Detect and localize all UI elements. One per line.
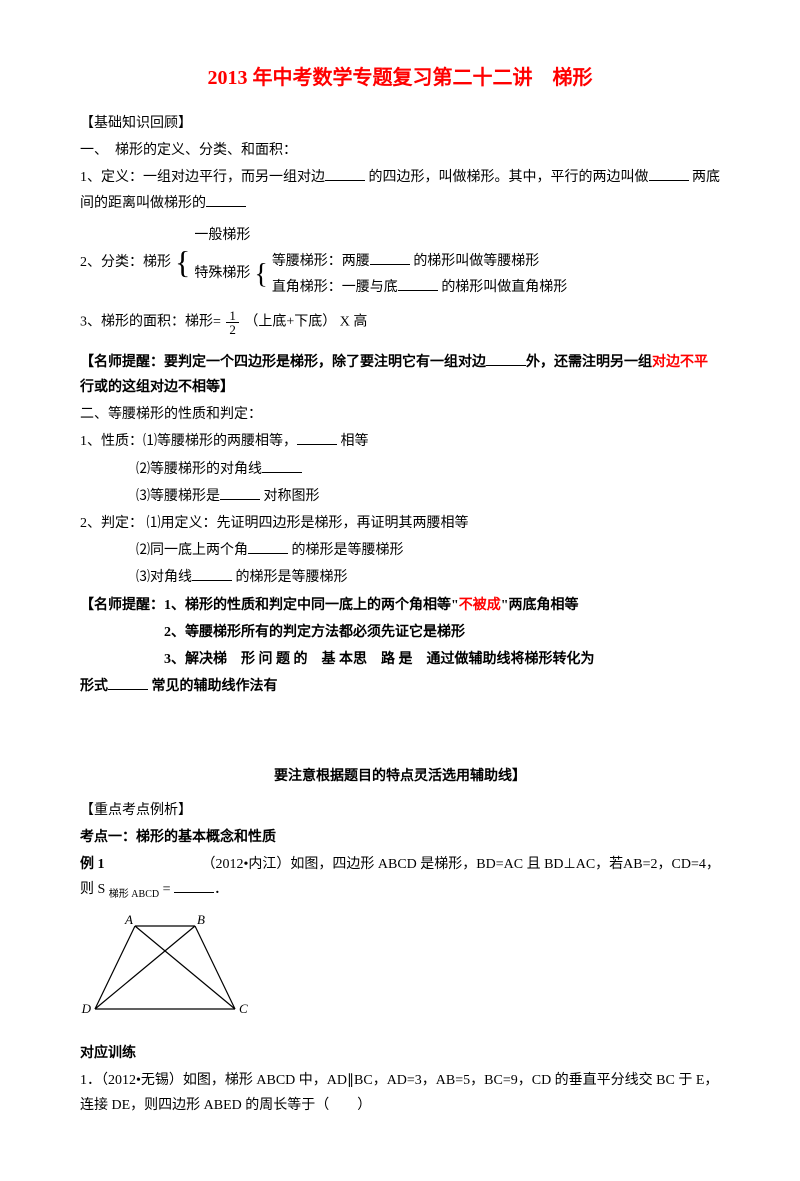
- t2-1red: 不被成: [459, 598, 501, 613]
- blank: [649, 166, 689, 181]
- t2-4a: 形式: [80, 679, 108, 694]
- judge-1: 2、判定： ⑴用定义：先证明四边形是梯形，再证明其两腰相等: [80, 511, 720, 536]
- def-b: 的四边形，叫做梯形。其中，平行的两边叫做: [365, 170, 649, 185]
- blank: [174, 878, 214, 893]
- ex1-label: 例 1: [80, 857, 105, 872]
- tip1-red: 对边不平: [652, 355, 708, 370]
- area-b: （上底+下底） X 高: [244, 315, 367, 330]
- judge-3: ⑶对角线 的梯形是等腰梯形: [80, 565, 720, 590]
- ex1-c: ．: [214, 882, 228, 897]
- ex1-sub: 梯形 ABCD: [109, 889, 159, 900]
- j2b: 的梯形是等腰梯形: [288, 543, 404, 558]
- p2: ⑵等腰梯形的对角线: [136, 462, 262, 477]
- def-a: 1、定义：一组对边平行，而另一组对边: [80, 170, 325, 185]
- area-a: 3、梯形的面积：梯形=: [80, 315, 221, 330]
- page-title: 2013 年中考数学专题复习第二十二讲 梯形: [80, 60, 720, 96]
- rt-a: 直角梯形：一腰与底: [272, 280, 398, 295]
- svg-text:C: C: [239, 1001, 248, 1016]
- t2-1b: "两底角相等: [501, 598, 579, 613]
- tip1-a: 【名师提醒：要判定一个四边形是梯形，除了要注明它有一组对边: [80, 355, 486, 370]
- p3b: 对称图形: [260, 489, 320, 504]
- prop-2: ⑵等腰梯形的对角线: [80, 457, 720, 482]
- j2a: ⑵同一底上两个角: [136, 543, 248, 558]
- judge-2: ⑵同一底上两个角 的梯形是等腰梯形: [80, 538, 720, 563]
- blank: [220, 485, 260, 500]
- heading-key: 【重点考点例析】: [80, 798, 720, 823]
- prop-3: ⑶等腰梯形是 对称图形: [80, 484, 720, 509]
- blank: [262, 458, 302, 473]
- svg-text:D: D: [81, 1001, 92, 1016]
- blank: [206, 192, 246, 207]
- prop-1: 1、性质：⑴等腰梯形的两腰相等， 相等: [80, 429, 720, 454]
- svg-text:A: A: [124, 914, 133, 927]
- p1b: 相等: [337, 434, 369, 449]
- tip2-1: 【名师提醒：1、梯形的性质和判定中同一底上的两个角相等"不被成"两底角相等: [80, 593, 720, 618]
- trapezoid-svg: A B D C: [80, 914, 255, 1022]
- blank: [297, 430, 337, 445]
- iso-line: 等腰梯形：两腰 的梯形叫做等腰梯形: [272, 249, 568, 274]
- tip2-2: 2、等腰梯形所有的判定方法都必须先证它是梯形: [80, 620, 720, 645]
- section-1-heading: 一、 梯形的定义、分类、和面积：: [80, 138, 720, 163]
- opt-general: 一般梯形: [194, 224, 567, 248]
- j3a: ⑶对角线: [136, 570, 192, 585]
- centered-note: 要注意根据题目的特点灵活选用辅助线】: [80, 764, 720, 789]
- tip-1: 【名师提醒：要判定一个四边形是梯形，除了要注明它有一组对边 外，还需注明另一组对边…: [80, 350, 720, 400]
- j3b: 的梯形是等腰梯形: [232, 570, 348, 585]
- t2-1a: 【名师提醒：1、梯形的性质和判定中同一底上的两个角相等": [80, 598, 459, 613]
- blank: [486, 351, 526, 366]
- iso-a: 等腰梯形：两腰: [272, 254, 370, 269]
- tip2-4: 形式 常见的辅助线作法有: [80, 674, 720, 699]
- opt-special: 特殊梯形: [194, 263, 250, 285]
- right-line: 直角梯形：一腰与底 的梯形叫做直角梯形: [272, 275, 568, 300]
- tip1-c: 行或的这组对边不相等】: [80, 380, 234, 395]
- rt-b: 的梯形叫做直角梯形: [438, 280, 568, 295]
- heading-basic: 【基础知识回顾】: [80, 111, 720, 136]
- blank: [370, 250, 410, 265]
- brace-icon: {: [254, 261, 267, 289]
- fraction-half: 12: [226, 309, 239, 336]
- p3a: ⑶等腰梯形是: [136, 489, 220, 504]
- definition-line: 1、定义：一组对边平行，而另一组对边 的四边形，叫做梯形。其中，平行的两边叫做 …: [80, 165, 720, 215]
- classify-label: 2、分类：梯形: [80, 250, 171, 275]
- training-1: 1．（2012•无锡）如图，梯形 ABCD 中，AD∥BC，AD=3，AB=5，…: [80, 1068, 720, 1118]
- area-line: 3、梯形的面积：梯形= 12 （上底+下底） X 高: [80, 309, 720, 336]
- example-1: 例 1 （2012•内江）如图，四边形 ABCD 是梯形，BD=AC 且 BD⊥…: [80, 852, 720, 904]
- brace-icon: {: [175, 246, 190, 278]
- keypoint-1: 考点一：梯形的基本概念和性质: [80, 825, 720, 850]
- blank: [398, 276, 438, 291]
- tip2-3: 3、解决梯 形 问 题 的 基 本思 路 是 通过做辅助线将梯形转化为: [80, 647, 720, 672]
- p1a: 1、性质：⑴等腰梯形的两腰相等，: [80, 434, 297, 449]
- ex1-b: =: [163, 882, 174, 897]
- blank: [192, 566, 232, 581]
- svg-text:B: B: [197, 914, 205, 927]
- t2-4b: 常见的辅助线作法有: [148, 679, 278, 694]
- blank: [248, 539, 288, 554]
- tip1-b: 外，还需注明另一组: [526, 355, 652, 370]
- training-heading: 对应训练: [80, 1041, 720, 1066]
- iso-b: 的梯形叫做等腰梯形: [410, 254, 540, 269]
- blank: [325, 166, 365, 181]
- classification-row: 2、分类：梯形 { 一般梯形 特殊梯形 { 等腰梯形：两腰 的梯形叫做等腰梯形 …: [80, 224, 720, 301]
- section-2-heading: 二、等腰梯形的性质和判定：: [80, 402, 720, 427]
- trapezoid-figure: A B D C: [80, 914, 720, 1031]
- blank: [108, 675, 148, 690]
